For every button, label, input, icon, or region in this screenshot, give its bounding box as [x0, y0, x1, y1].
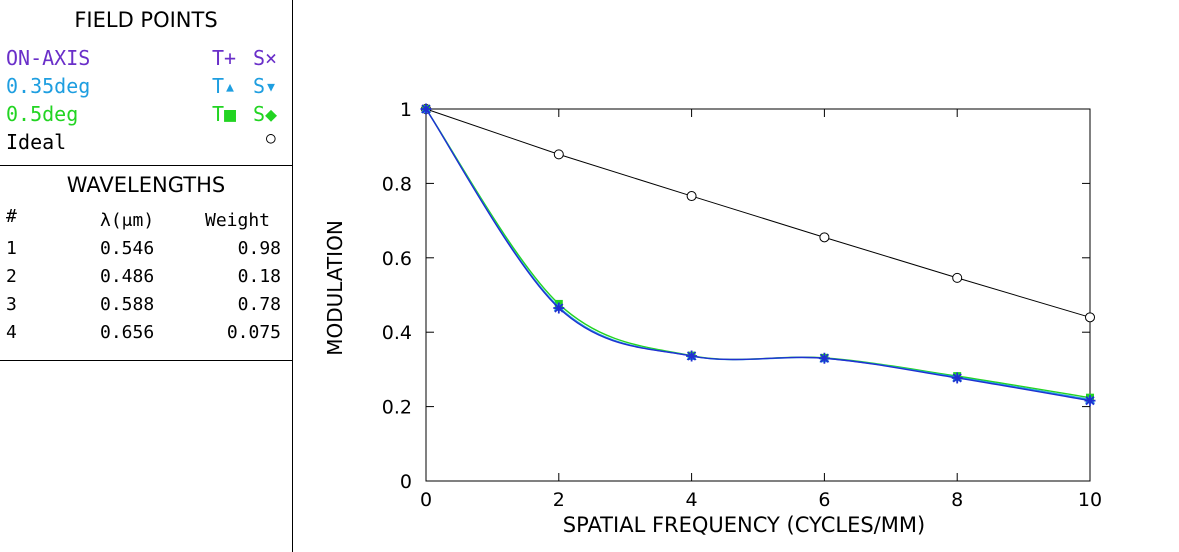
wavelength-row-weight: 0.18: [237, 266, 281, 287]
wavelength-row-weight: 0.075: [226, 322, 281, 343]
series-line: [425, 108, 1091, 399]
x-tick-label: 2: [553, 489, 565, 511]
field-points-title: FIELD POINTS: [74, 8, 218, 32]
x-tick-label: 8: [951, 489, 963, 511]
wavelength-row-lambda: 0.486: [100, 266, 155, 287]
axis-ticks: [425, 108, 1091, 482]
field-point-label-on-axis: ON-AXIS: [6, 46, 91, 70]
field-point-t-marker-on-axis: T+: [212, 46, 237, 70]
wavelength-row-lambda: 0.546: [100, 238, 155, 259]
plot-frame: [425, 108, 1091, 482]
series-line: [425, 108, 1091, 318]
data-point: [819, 232, 830, 243]
x-tick-label: 4: [686, 489, 698, 511]
y-tick-label: 0.6: [382, 248, 412, 270]
wavelength-row-index: 1: [6, 238, 17, 259]
field-point-t-marker-035deg: T▴: [212, 74, 237, 98]
y-tick-label: 0.4: [382, 322, 412, 344]
y-tick-labels: 0 0.2 0.4 0.6 0.8 1: [382, 99, 412, 493]
wavelength-row-lambda: 0.588: [100, 294, 155, 315]
wavelengths-title: WAVELENGTHS: [66, 173, 226, 197]
x-tick-label: 6: [818, 489, 830, 511]
panel-divider: [0, 360, 292, 361]
x-tick-label: 0: [420, 489, 432, 511]
wavelength-row-weight: 0.98: [237, 238, 281, 259]
data-point: [818, 352, 830, 364]
mtf-chart: 0 2 4 6 8 10 0 0.2 0.4 0.6 0.8 1 SPATIAL FREQUENCY…: [323, 99, 1102, 537]
y-axis-label: MODULATION: [323, 220, 347, 356]
panel-divider: [0, 165, 292, 166]
field-point-label-035deg: 0.35deg: [6, 74, 91, 98]
field-point-s-marker-ideal: ○: [266, 128, 276, 147]
data-point: [1085, 312, 1095, 323]
x-tick-label: 10: [1078, 489, 1102, 511]
wavelength-header-index: #: [6, 206, 17, 227]
series-group: [420, 103, 1096, 407]
wavelength-row-weight: 0.78: [237, 294, 281, 315]
data-point: [553, 302, 565, 314]
series-ideal: [421, 104, 1095, 323]
wavelength-row-index: 3: [6, 294, 17, 315]
field-point-t-marker-05deg: T■: [212, 102, 237, 126]
field-point-label-ideal: Ideal: [6, 130, 67, 154]
field-point-label-05deg: 0.5deg: [6, 102, 79, 126]
wavelength-row-index: 2: [6, 266, 17, 287]
data-point: [686, 191, 697, 202]
field-point-s-marker-035deg: S▾: [253, 74, 278, 98]
series-line: [425, 108, 1091, 402]
series-line: [425, 108, 1091, 401]
x-tick-labels: 0 2 4 6 8 10: [420, 489, 1102, 511]
data-point: [1084, 395, 1096, 407]
y-tick-label: 0.2: [382, 397, 412, 419]
data-point: [952, 272, 963, 283]
y-tick-label: 0.8: [382, 173, 412, 195]
wavelength-row-lambda: 0.656: [100, 322, 155, 343]
y-tick-label: 1: [400, 99, 412, 121]
data-point: [553, 149, 564, 160]
series-0-5deg: [422, 105, 1094, 402]
field-point-s-marker-05deg: S◆: [253, 102, 278, 126]
field-point-s-marker-on-axis: S×: [253, 46, 278, 70]
data-point: [951, 372, 963, 384]
data-point: [686, 350, 698, 362]
x-axis-label: SPATIAL FREQUENCY (CYCLES/MM): [563, 513, 925, 537]
wavelength-header-weight: Weight: [205, 210, 271, 231]
y-tick-label: 0: [400, 471, 412, 493]
wavelength-row-index: 4: [6, 322, 17, 343]
series-on-axis: [420, 103, 1096, 407]
wavelength-header-lambda: λ(μm): [100, 210, 155, 231]
data-point: [420, 103, 432, 115]
legend-panel: FIELD POINTS ON-AXIS T+ S× 0.35deg T▴ S▾…: [0, 0, 293, 552]
